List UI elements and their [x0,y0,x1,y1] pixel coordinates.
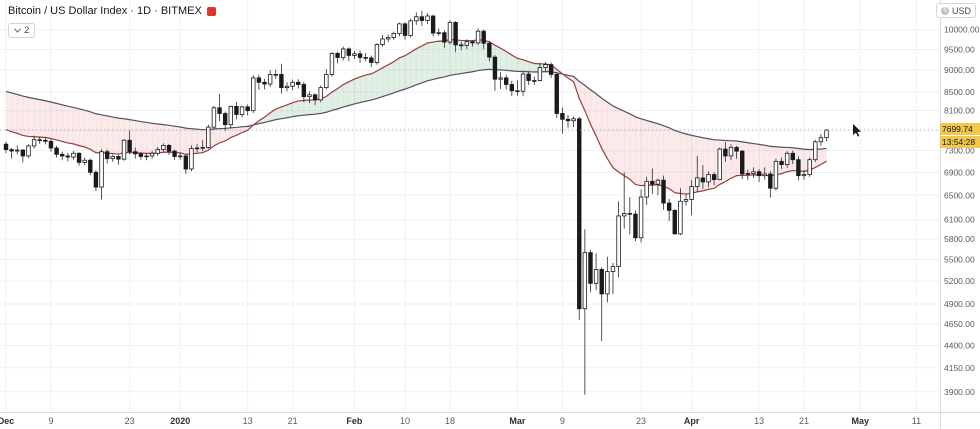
svg-text:5200.00: 5200.00 [944,276,975,286]
svg-text:4400.00: 4400.00 [944,340,975,350]
symbol-title: Bitcoin / US Dollar Index · 1D · BITMEX [8,5,202,17]
bitmex-logo-icon [206,6,216,16]
svg-text:21: 21 [288,416,298,426]
svg-text:11: 11 [912,416,921,426]
svg-text:8500.00: 8500.00 [944,87,975,97]
svg-text:13: 13 [754,416,764,426]
svg-text:6900.00: 6900.00 [944,167,975,177]
svg-text:4150.00: 4150.00 [944,363,975,373]
svg-text:Feb: Feb [346,416,363,426]
countdown-tag: 13:54:28 [940,136,980,149]
svg-text:9: 9 [560,416,565,426]
svg-text:3900.00: 3900.00 [944,387,975,397]
chevron-down-icon [14,28,21,33]
candles-layer[interactable] [3,10,829,395]
svg-text:4900.00: 4900.00 [944,299,975,309]
price-axis[interactable]: 10000.009500.009000.008500.008100.007700… [944,25,980,397]
svg-text:4650.00: 4650.00 [944,319,975,329]
svg-text:Apr: Apr [684,416,700,426]
svg-text:7300.00: 7300.00 [944,146,975,156]
indicators-count: 2 [24,25,30,36]
svg-text:10: 10 [400,416,410,426]
svg-text:9: 9 [48,416,53,426]
svg-text:2020: 2020 [170,416,190,426]
mouse-cursor-icon [853,124,861,137]
ma-band-fill [6,39,827,195]
svg-text:6500.00: 6500.00 [944,190,975,200]
svg-text:8100.00: 8100.00 [944,106,975,116]
currency-icon: $ [940,6,949,15]
slow-ma-line [5,68,827,151]
indicators-collapse-button[interactable]: 2 [8,23,36,38]
svg-text:5500.00: 5500.00 [944,255,975,265]
svg-text:6100.00: 6100.00 [944,215,975,225]
svg-text:10000.00: 10000.00 [944,25,980,35]
currency-label: USD [951,5,971,16]
svg-text:Dec: Dec [0,416,14,426]
svg-text:23: 23 [636,416,646,426]
time-axis[interactable]: Dec 9 23 2020 13 21 Feb 10 18 Mar 9 23 Apr 13 21 May 11 [0,416,921,426]
symbol-legend[interactable]: Bitcoin / US Dollar Index · 1D · BITMEX [8,5,216,17]
svg-text:9000.00: 9000.00 [944,65,975,75]
svg-text:Mar: Mar [509,416,526,426]
svg-text:18: 18 [445,416,455,426]
svg-text:23: 23 [125,416,135,426]
svg-text:May: May [851,416,869,426]
svg-text:21: 21 [799,416,809,426]
svg-text:5800.00: 5800.00 [944,234,975,244]
svg-text:13: 13 [243,416,253,426]
svg-text:9500.00: 9500.00 [944,44,975,54]
currency-unit-button[interactable]: $ USD [935,3,976,18]
last-price-tag: 7699.74 [940,123,980,136]
